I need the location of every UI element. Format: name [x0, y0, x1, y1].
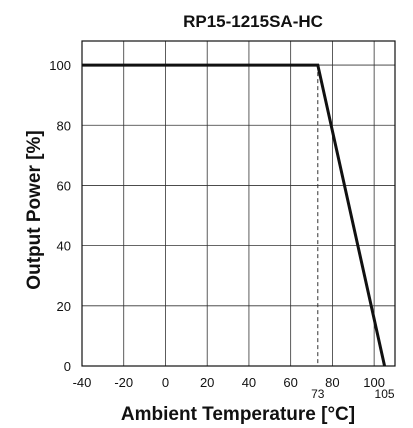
derating-curve	[82, 63, 387, 367]
y-tick-label: 0	[64, 359, 71, 374]
x-tick-label: 100	[363, 375, 385, 390]
annotation-labels: 73 105	[311, 387, 395, 401]
annotation-label: 105	[375, 387, 395, 401]
y-tick-label: 40	[57, 239, 71, 254]
y-tick-label: 80	[57, 118, 71, 133]
plot-frame	[81, 40, 396, 367]
chart-title: RP15-1215SA-HC	[183, 12, 323, 31]
x-tick-label: 0	[162, 375, 169, 390]
y-tick-label: 60	[57, 178, 71, 193]
x-tick-label: 40	[242, 375, 256, 390]
annotation-label: 73	[311, 387, 325, 401]
x-tick-label: 60	[283, 375, 297, 390]
x-axis-label: Ambient Temperature [°C]	[121, 404, 355, 425]
x-tick-label: -40	[73, 375, 92, 390]
y-tick-label: 20	[57, 299, 71, 314]
x-tick-label: -20	[114, 375, 133, 390]
series	[82, 63, 387, 367]
y-tick-labels: 0 20 40 60 80 100	[49, 58, 71, 374]
x-tick-labels: -40 -20 0 20 40 60 80 100	[73, 375, 385, 390]
x-tick-label: 20	[200, 375, 214, 390]
x-tick-label: 80	[325, 375, 339, 390]
y-axis-label: Output Power [%]	[24, 130, 45, 289]
y-tick-label: 100	[49, 58, 71, 73]
